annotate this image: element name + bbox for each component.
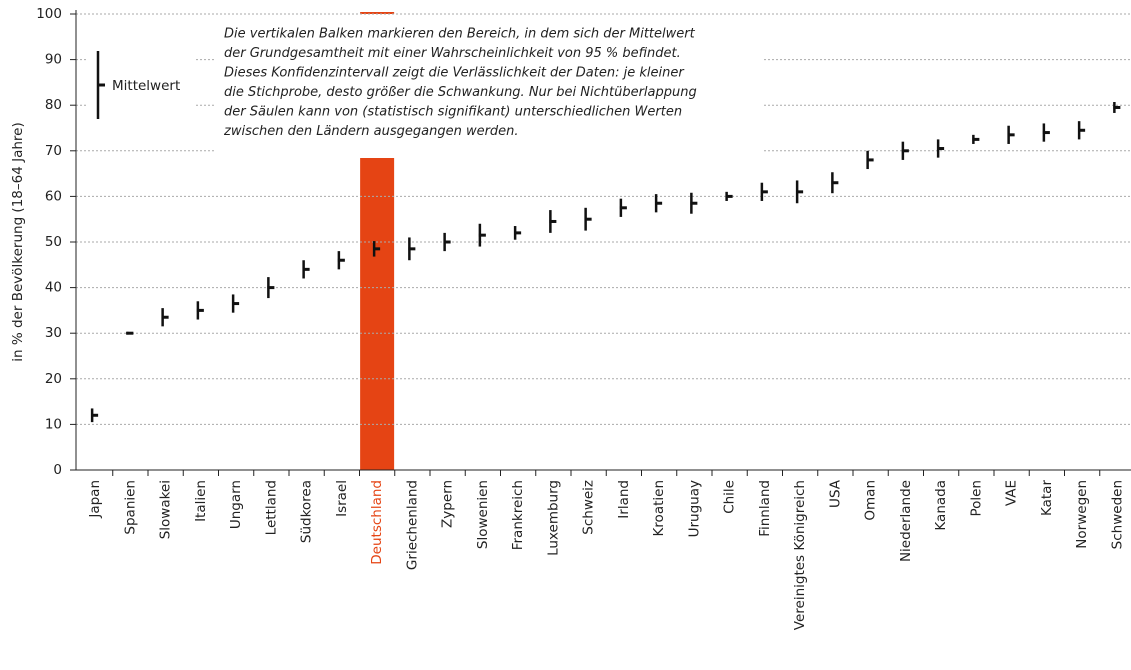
x-tick-label: Spanien — [122, 480, 138, 535]
highlight-band — [360, 158, 395, 470]
y-tick-label: 0 — [53, 462, 62, 478]
annotation: der Säulen kann von (statistisch signifi… — [224, 105, 682, 120]
y-tick-label: 50 — [45, 234, 62, 250]
annotation: die Stichprobe, desto größer die Schwank… — [224, 85, 697, 100]
x-tick-label: Slowakei — [158, 480, 174, 539]
x-tick-label: Katar — [1039, 480, 1055, 516]
x-tick-label: Kroatien — [651, 480, 667, 537]
y-tick-label: 10 — [45, 416, 62, 432]
x-tick-label: Norwegen — [1074, 480, 1090, 549]
x-tick-label: Chile — [722, 480, 738, 514]
x-tick-label: Frankreich — [510, 480, 526, 550]
legend-label: Mittelwert — [112, 78, 180, 94]
x-tick-label: Deutschland — [369, 480, 385, 565]
x-tick-label: Südkorea — [299, 480, 315, 543]
annotation-bg — [215, 16, 763, 152]
annotation: Die vertikalen Balken markieren den Bere… — [224, 27, 696, 42]
x-tick-label: Schweiz — [581, 480, 597, 535]
y-tick-label: 20 — [45, 371, 62, 387]
x-tick-label: Uruguay — [686, 480, 702, 537]
x-tick-label: Slowenien — [475, 480, 491, 549]
x-tick-label: Ungarn — [228, 480, 244, 529]
y-tick-label: 70 — [45, 143, 62, 159]
annotation: Dieses Konfidenzintervall zeigt die Verl… — [224, 66, 685, 81]
annotation: der Grundgesamtheit mit einer Wahrschein… — [224, 46, 681, 61]
y-tick-label: 100 — [36, 6, 62, 22]
x-tick-label: Griechenland — [404, 480, 420, 570]
y-tick-label: 60 — [45, 188, 62, 204]
x-tick-label: Niederlande — [898, 480, 914, 562]
highlight-mark — [360, 12, 395, 14]
x-tick-label: Oman — [863, 480, 879, 521]
y-tick-label: 40 — [45, 280, 62, 296]
x-tick-label: Kanada — [933, 480, 949, 531]
x-tick-label: Lettland — [263, 480, 279, 535]
x-tick-label: USA — [827, 479, 843, 508]
y-tick-label: 80 — [45, 97, 62, 113]
x-tick-label: Luxemburg — [545, 480, 561, 556]
x-tick-label: Israel — [334, 480, 350, 517]
x-tick-label: Irland — [616, 480, 632, 519]
x-tick-label: Japan — [87, 480, 103, 519]
x-tick-label: Polen — [968, 480, 984, 517]
legend-bg — [86, 40, 196, 124]
x-tick-label: Finnland — [757, 480, 773, 537]
x-tick-label: Schweden — [1109, 480, 1125, 549]
x-tick-label: VAE — [1004, 480, 1020, 506]
y-tick-label: 30 — [45, 325, 62, 341]
x-tick-label: Vereinigtes Königreich — [792, 480, 808, 630]
x-tick-label: Italien — [193, 480, 209, 522]
y-axis-label: in % der Bevölkerung (18–64 Jahre) — [10, 122, 26, 361]
annotation: zwischen den Ländern ausgegangen werden. — [223, 124, 519, 139]
x-tick-label: Zypern — [440, 480, 456, 528]
y-tick-label: 90 — [45, 52, 62, 68]
